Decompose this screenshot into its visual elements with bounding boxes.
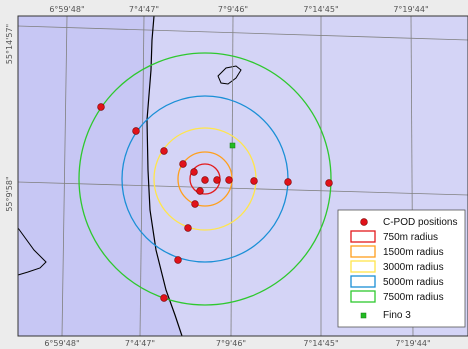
map-area: C-POD positions 750m radius 1500m radius… [17, 15, 468, 337]
legend-box [337, 209, 466, 328]
fino3-marker [229, 142, 236, 149]
bottom-tick-label: 7°14'45" [303, 339, 338, 348]
cpod-point [213, 176, 221, 184]
cpod-point [325, 179, 333, 187]
cpod-point [225, 176, 233, 184]
cpod-point [132, 127, 140, 135]
top-tick-label: 7°19'44" [393, 5, 428, 14]
cpod-point [250, 177, 258, 185]
legend-cpod-label: C-POD positions [383, 217, 457, 228]
left-tick-label: 55°9'58" [5, 176, 14, 211]
legend-3000-label: 3000m radius [383, 262, 444, 273]
bottom-tick-label: 7°4'47" [125, 339, 155, 348]
cpod-point [184, 224, 192, 232]
west-coast-outline [17, 227, 47, 276]
ring-7500m [78, 52, 332, 306]
legend-3000-swatch [350, 260, 376, 273]
map-border [17, 15, 468, 337]
cpod-point [284, 178, 292, 186]
legend-7500-swatch [350, 290, 376, 303]
legend-cpod-symbol [360, 218, 368, 226]
cpod-point [191, 200, 199, 208]
island [217, 65, 242, 85]
top-tick-label: 7°14'45" [303, 5, 338, 14]
legend-5000-label: 5000m radius [383, 277, 444, 288]
legend-fino-symbol [360, 312, 367, 319]
top-tick-label: 7°9'46" [218, 5, 248, 14]
top-tick-label: 6°59'48" [49, 5, 84, 14]
top-tick-label: 7°4'47" [129, 5, 159, 14]
bottom-tick-labels: 6°59'48" 7°4'47" 7°9'46" 7°14'45" 7°19'4… [44, 339, 430, 348]
coastline [146, 15, 183, 337]
bottom-tick-label: 6°59'48" [44, 339, 79, 348]
cpod-point [97, 103, 105, 111]
cpod-point [160, 147, 168, 155]
cpod-positions [97, 103, 333, 302]
left-tick-labels: 55°14'57" 55°9'58" [5, 24, 14, 212]
cpod-point [174, 256, 182, 264]
legend-7500-label: 7500m radius [383, 292, 444, 303]
bottom-tick-label: 7°9'46" [216, 339, 246, 348]
legend-1500-label: 1500m radius [383, 247, 444, 258]
cpod-point [196, 187, 204, 195]
cpod-point [201, 176, 209, 184]
top-tick-labels: 6°59'48" 7°4'47" 7°9'46" 7°14'45" 7°19'4… [49, 5, 428, 14]
left-tick-label: 55°14'57" [5, 24, 14, 64]
cpod-point [179, 160, 187, 168]
legend-fino-label: Fino 3 [383, 310, 411, 321]
legend-750-label: 750m radius [383, 232, 438, 243]
cpod-point [160, 294, 168, 302]
radius-rings [78, 52, 332, 306]
bottom-tick-label: 7°19'44" [395, 339, 430, 348]
legend-1500-swatch [350, 245, 376, 258]
legend-5000-swatch [350, 275, 376, 288]
legend-750-swatch [350, 230, 376, 243]
legend: C-POD positions 750m radius 1500m radius… [337, 209, 466, 328]
cpod-point [190, 168, 198, 176]
